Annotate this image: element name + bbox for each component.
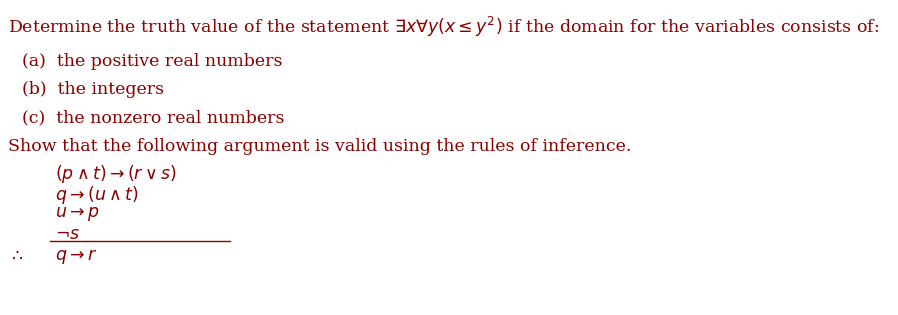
Text: (b)  the integers: (b) the integers [22,81,164,98]
Text: $\therefore$: $\therefore$ [8,247,23,264]
Text: $q \rightarrow r$: $q \rightarrow r$ [55,247,97,266]
Text: Determine the truth value of the statement $\exists x\forall y(x \leq y^2)$ if t: Determine the truth value of the stateme… [8,15,879,39]
Text: Show that the following argument is valid using the rules of inference.: Show that the following argument is vali… [8,138,631,155]
Text: (c)  the nonzero real numbers: (c) the nonzero real numbers [22,109,285,126]
Text: $q \rightarrow (u \wedge t)$: $q \rightarrow (u \wedge t)$ [55,184,138,206]
Text: $u \rightarrow p$: $u \rightarrow p$ [55,205,100,223]
Text: (a)  the positive real numbers: (a) the positive real numbers [22,53,283,70]
Text: $\neg s$: $\neg s$ [55,226,80,243]
Text: $(p \wedge t) \rightarrow (r \vee s)$: $(p \wedge t) \rightarrow (r \vee s)$ [55,163,177,185]
